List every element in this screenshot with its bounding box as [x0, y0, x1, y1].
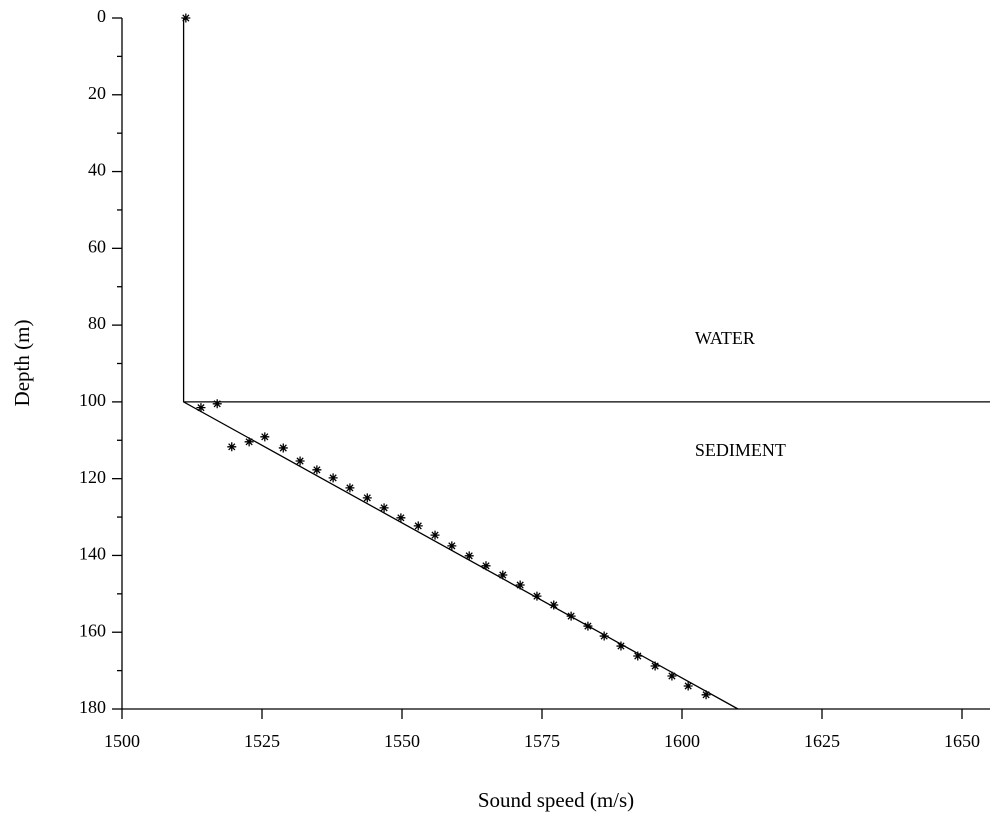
star-marker [345, 483, 355, 493]
y-tick-label: 160 [79, 620, 106, 640]
star-marker [396, 513, 406, 523]
star-marker [244, 437, 254, 447]
x-tick-label: 1600 [664, 731, 700, 751]
x-tick-label: 1525 [244, 731, 280, 751]
star-marker [312, 465, 322, 475]
y-tick-label: 0 [97, 6, 106, 26]
star-marker [196, 403, 206, 413]
y-tick-label: 80 [88, 313, 106, 333]
star-marker [701, 690, 711, 700]
x-axis-title: Sound speed (m/s) [478, 788, 634, 812]
star-marker [278, 443, 288, 453]
star-marker [413, 521, 423, 531]
star-marker [498, 570, 508, 580]
x-tick-label: 1625 [804, 731, 840, 751]
star-marker [181, 13, 191, 23]
star-marker [616, 641, 626, 651]
line [182, 18, 739, 710]
star-marker [515, 580, 525, 590]
star-marker [481, 561, 491, 571]
star-marker [227, 442, 237, 452]
star-marker [583, 621, 593, 631]
y-tick-label: 20 [88, 83, 106, 103]
star-marker [260, 432, 270, 442]
y-tick-label: 60 [88, 236, 106, 256]
y-axis-title: Depth (m) [10, 320, 34, 407]
star-marker [650, 661, 660, 671]
star-marker [532, 591, 542, 601]
x-tick-label: 1550 [384, 731, 420, 751]
x-tick-label: 1500 [104, 731, 140, 751]
star-marker [464, 551, 474, 561]
star-marker [430, 530, 440, 540]
star-marker [295, 456, 305, 466]
y-tick-label: 180 [79, 697, 106, 717]
star-marker [362, 493, 372, 503]
star-marker [549, 600, 559, 610]
star-marker [633, 651, 643, 661]
star-marker [212, 399, 222, 409]
star-marker [447, 541, 457, 551]
star-marker [379, 503, 389, 513]
star-marker [667, 671, 677, 681]
x-tick-label: 1650 [944, 731, 980, 751]
x-tick-label: 1575 [524, 731, 560, 751]
y-tick-label: 140 [79, 544, 106, 564]
star-marker [566, 611, 576, 621]
y-tick-label: 120 [79, 467, 106, 487]
star-marker [599, 631, 609, 641]
y-tick-label: 100 [79, 390, 106, 410]
star-marker [328, 473, 338, 483]
annotation: SEDIMENT [695, 440, 786, 460]
annotation: WATER [695, 328, 755, 348]
y-tick-label: 40 [88, 160, 106, 180]
star-marker [683, 681, 693, 691]
